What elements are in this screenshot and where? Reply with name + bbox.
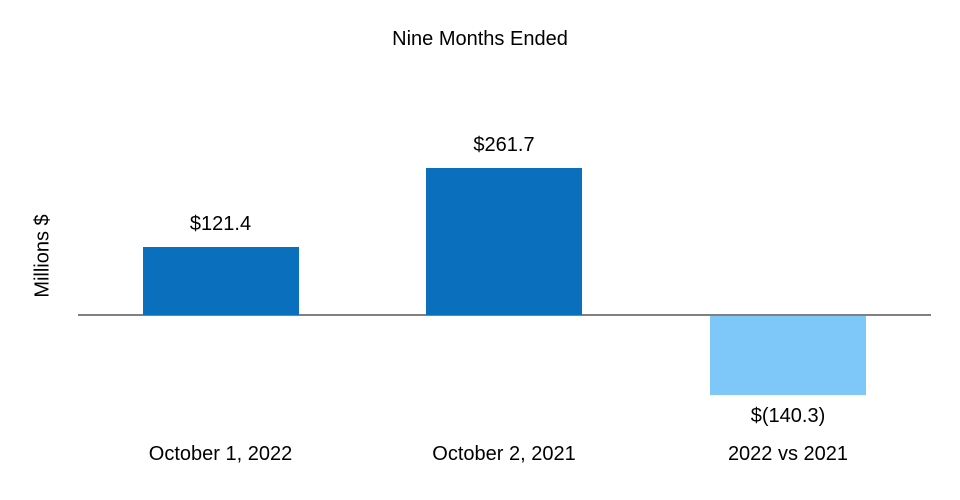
bar-3 xyxy=(710,316,866,395)
category-label-3: 2022 vs 2021 xyxy=(727,443,849,465)
category-label-2: October 2, 2021 xyxy=(432,443,576,465)
category-label-1: October 1, 2022 xyxy=(148,443,293,465)
bar-1 xyxy=(142,246,299,315)
y-axis-label: Millions $ xyxy=(31,214,54,298)
value-label-1: $121.4 xyxy=(189,212,252,235)
value-label-3: $(140.3) xyxy=(750,404,826,427)
x-axis-line xyxy=(78,314,931,316)
value-label-2: $261.7 xyxy=(473,134,535,156)
bar-2 xyxy=(426,168,582,315)
chart-title: Nine Months Ended xyxy=(392,28,568,50)
